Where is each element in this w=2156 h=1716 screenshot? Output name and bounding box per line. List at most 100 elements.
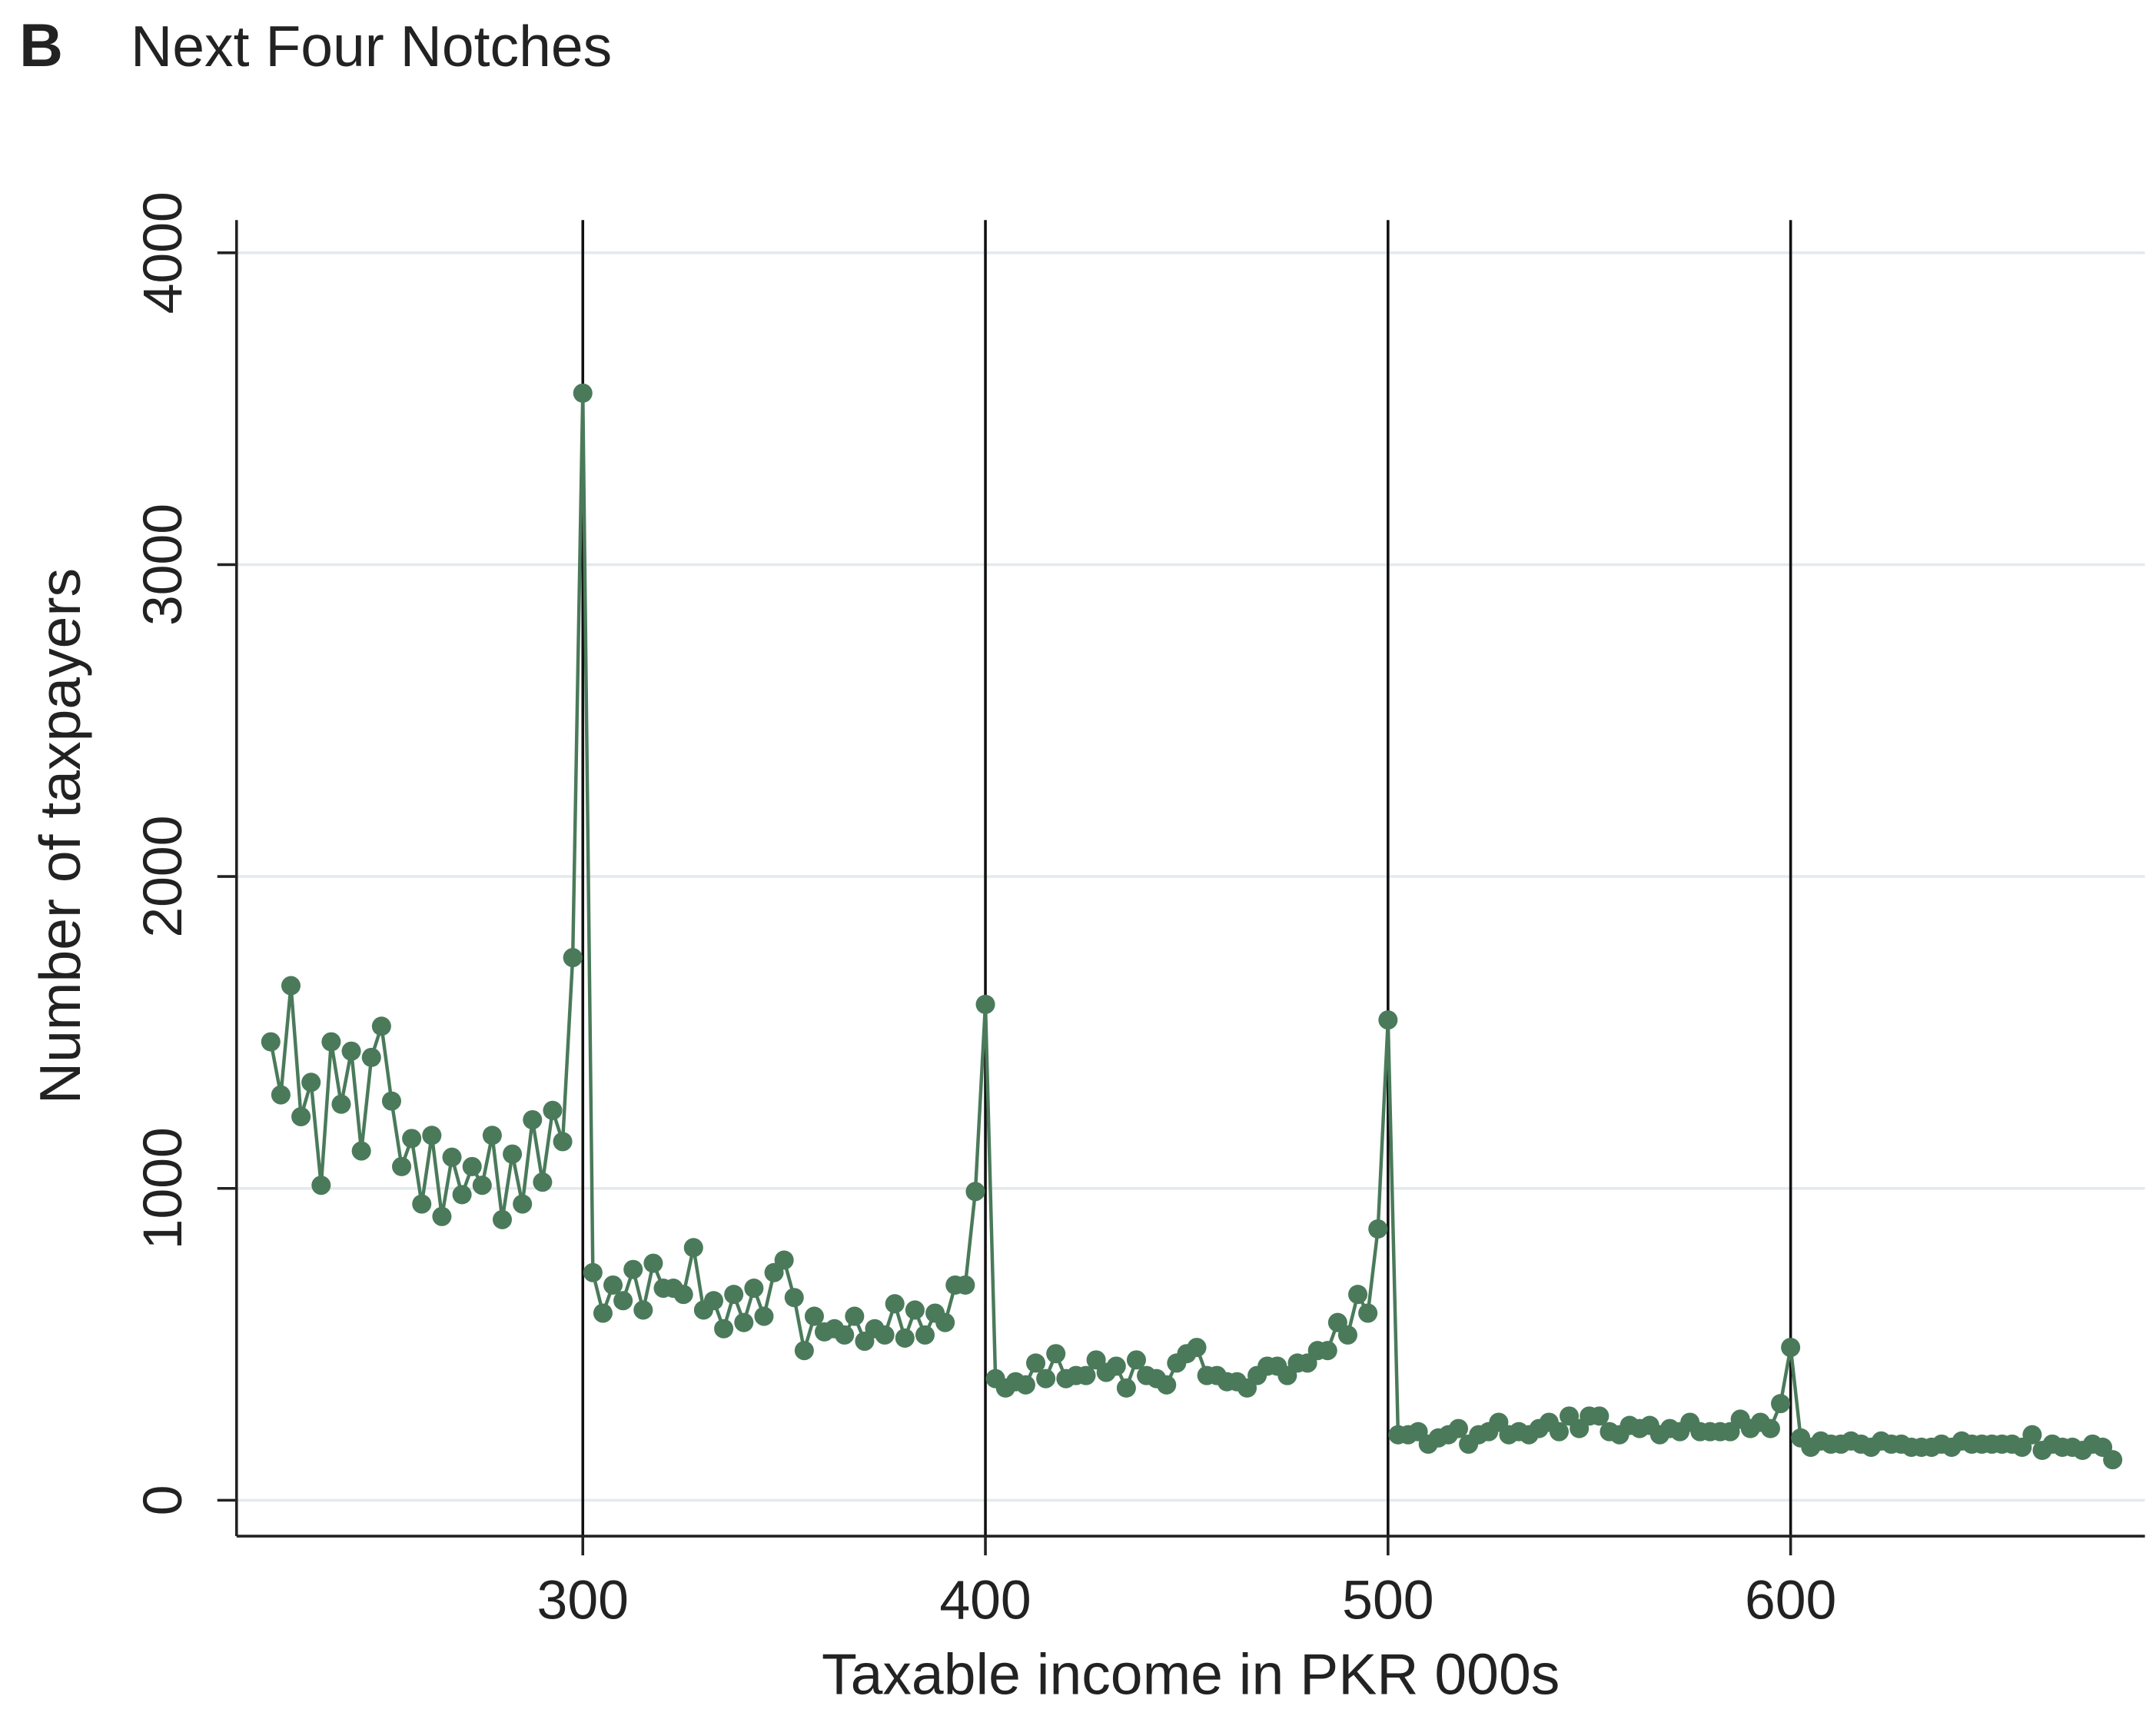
data-point (543, 1100, 563, 1120)
data-point (533, 1172, 553, 1192)
data-point (583, 1262, 603, 1282)
data-point (1036, 1368, 1056, 1388)
data-point (895, 1328, 915, 1348)
data-point (301, 1072, 321, 1092)
data-point (875, 1325, 895, 1345)
data-point (1046, 1344, 1066, 1364)
data-point (442, 1147, 462, 1167)
data-point (573, 383, 593, 403)
data-point (412, 1194, 432, 1214)
data-point (381, 1091, 401, 1111)
data-point (1590, 1406, 1610, 1426)
data-point (915, 1325, 935, 1345)
data-point (1368, 1219, 1388, 1239)
x-tick-label: 500 (1342, 1569, 1433, 1631)
data-point (1771, 1394, 1791, 1414)
data-point (935, 1312, 955, 1332)
data-point (482, 1126, 502, 1146)
data-point (1348, 1285, 1368, 1305)
data-point (271, 1085, 291, 1105)
data-point (1448, 1418, 1469, 1438)
data-point (371, 1016, 391, 1036)
data-point (392, 1156, 412, 1176)
data-point (774, 1250, 794, 1270)
data-point (361, 1047, 381, 1067)
data-point (744, 1279, 764, 1299)
data-point (452, 1185, 472, 1205)
data-point (1337, 1325, 1357, 1345)
data-point (835, 1325, 855, 1345)
data-point (905, 1300, 925, 1320)
y-tick-label: 2000 (132, 816, 194, 938)
data-point (563, 948, 583, 968)
data-point (643, 1253, 663, 1273)
data-point (613, 1291, 633, 1311)
data-point (1116, 1378, 1136, 1398)
data-point (513, 1194, 533, 1214)
data-point (734, 1312, 754, 1332)
data-point (432, 1206, 452, 1226)
data-point (1076, 1365, 1096, 1385)
data-point (321, 1032, 341, 1052)
data-point (492, 1209, 513, 1229)
data-point (724, 1285, 744, 1305)
data-point (523, 1109, 543, 1130)
data-point (503, 1144, 523, 1164)
data-point (311, 1176, 331, 1196)
data-point (683, 1238, 703, 1258)
panel-label: B (19, 12, 63, 79)
data-point (1187, 1338, 1207, 1358)
data-point (281, 976, 301, 996)
data-point (402, 1129, 422, 1149)
y-tick-label: 3000 (132, 504, 194, 626)
data-point (331, 1094, 351, 1114)
data-point (603, 1275, 623, 1295)
data-point (804, 1306, 824, 1326)
data-point (1025, 1353, 1046, 1373)
x-tick-label: 300 (537, 1569, 629, 1631)
data-point (1015, 1375, 1035, 1395)
y-axis-label: Number of taxpayers (28, 568, 92, 1104)
data-point (885, 1294, 905, 1314)
x-axis-label: Taxable income in PKR 000s (822, 1642, 1560, 1707)
data-point (291, 1106, 311, 1126)
data-point (975, 994, 995, 1014)
data-point (1760, 1418, 1780, 1438)
data-point (633, 1300, 653, 1320)
data-point (955, 1275, 975, 1295)
data-point (593, 1303, 613, 1323)
data-point (794, 1341, 814, 1361)
data-point (1358, 1303, 1378, 1323)
data-point (754, 1306, 774, 1326)
data-point (462, 1156, 482, 1176)
data-point (784, 1288, 804, 1308)
data-point (1126, 1350, 1146, 1370)
data-point (965, 1182, 985, 1202)
chart-title: Next Four Notches (131, 14, 612, 78)
data-point (1106, 1356, 1126, 1376)
x-tick-label: 400 (939, 1569, 1031, 1631)
data-point (1378, 1010, 1398, 1030)
data-point (1317, 1341, 1337, 1361)
data-point (351, 1141, 371, 1161)
data-point (1157, 1375, 1177, 1395)
series-line (269, 393, 2114, 1462)
data-point (623, 1259, 643, 1279)
data-point (1549, 1422, 1569, 1442)
data-point (673, 1285, 693, 1305)
data-point (2022, 1425, 2042, 1445)
data-point (714, 1319, 734, 1339)
data-point (341, 1041, 361, 1061)
data-point (422, 1126, 442, 1146)
data-point (472, 1176, 492, 1196)
data-point (553, 1132, 573, 1152)
data-point (261, 1032, 281, 1052)
y-tick-label: 4000 (132, 191, 194, 314)
data-point (845, 1306, 865, 1326)
x-tick-label: 600 (1745, 1569, 1836, 1631)
y-tick-label: 0 (132, 1485, 194, 1515)
data-point (1781, 1338, 1801, 1358)
data-point (2103, 1450, 2123, 1470)
